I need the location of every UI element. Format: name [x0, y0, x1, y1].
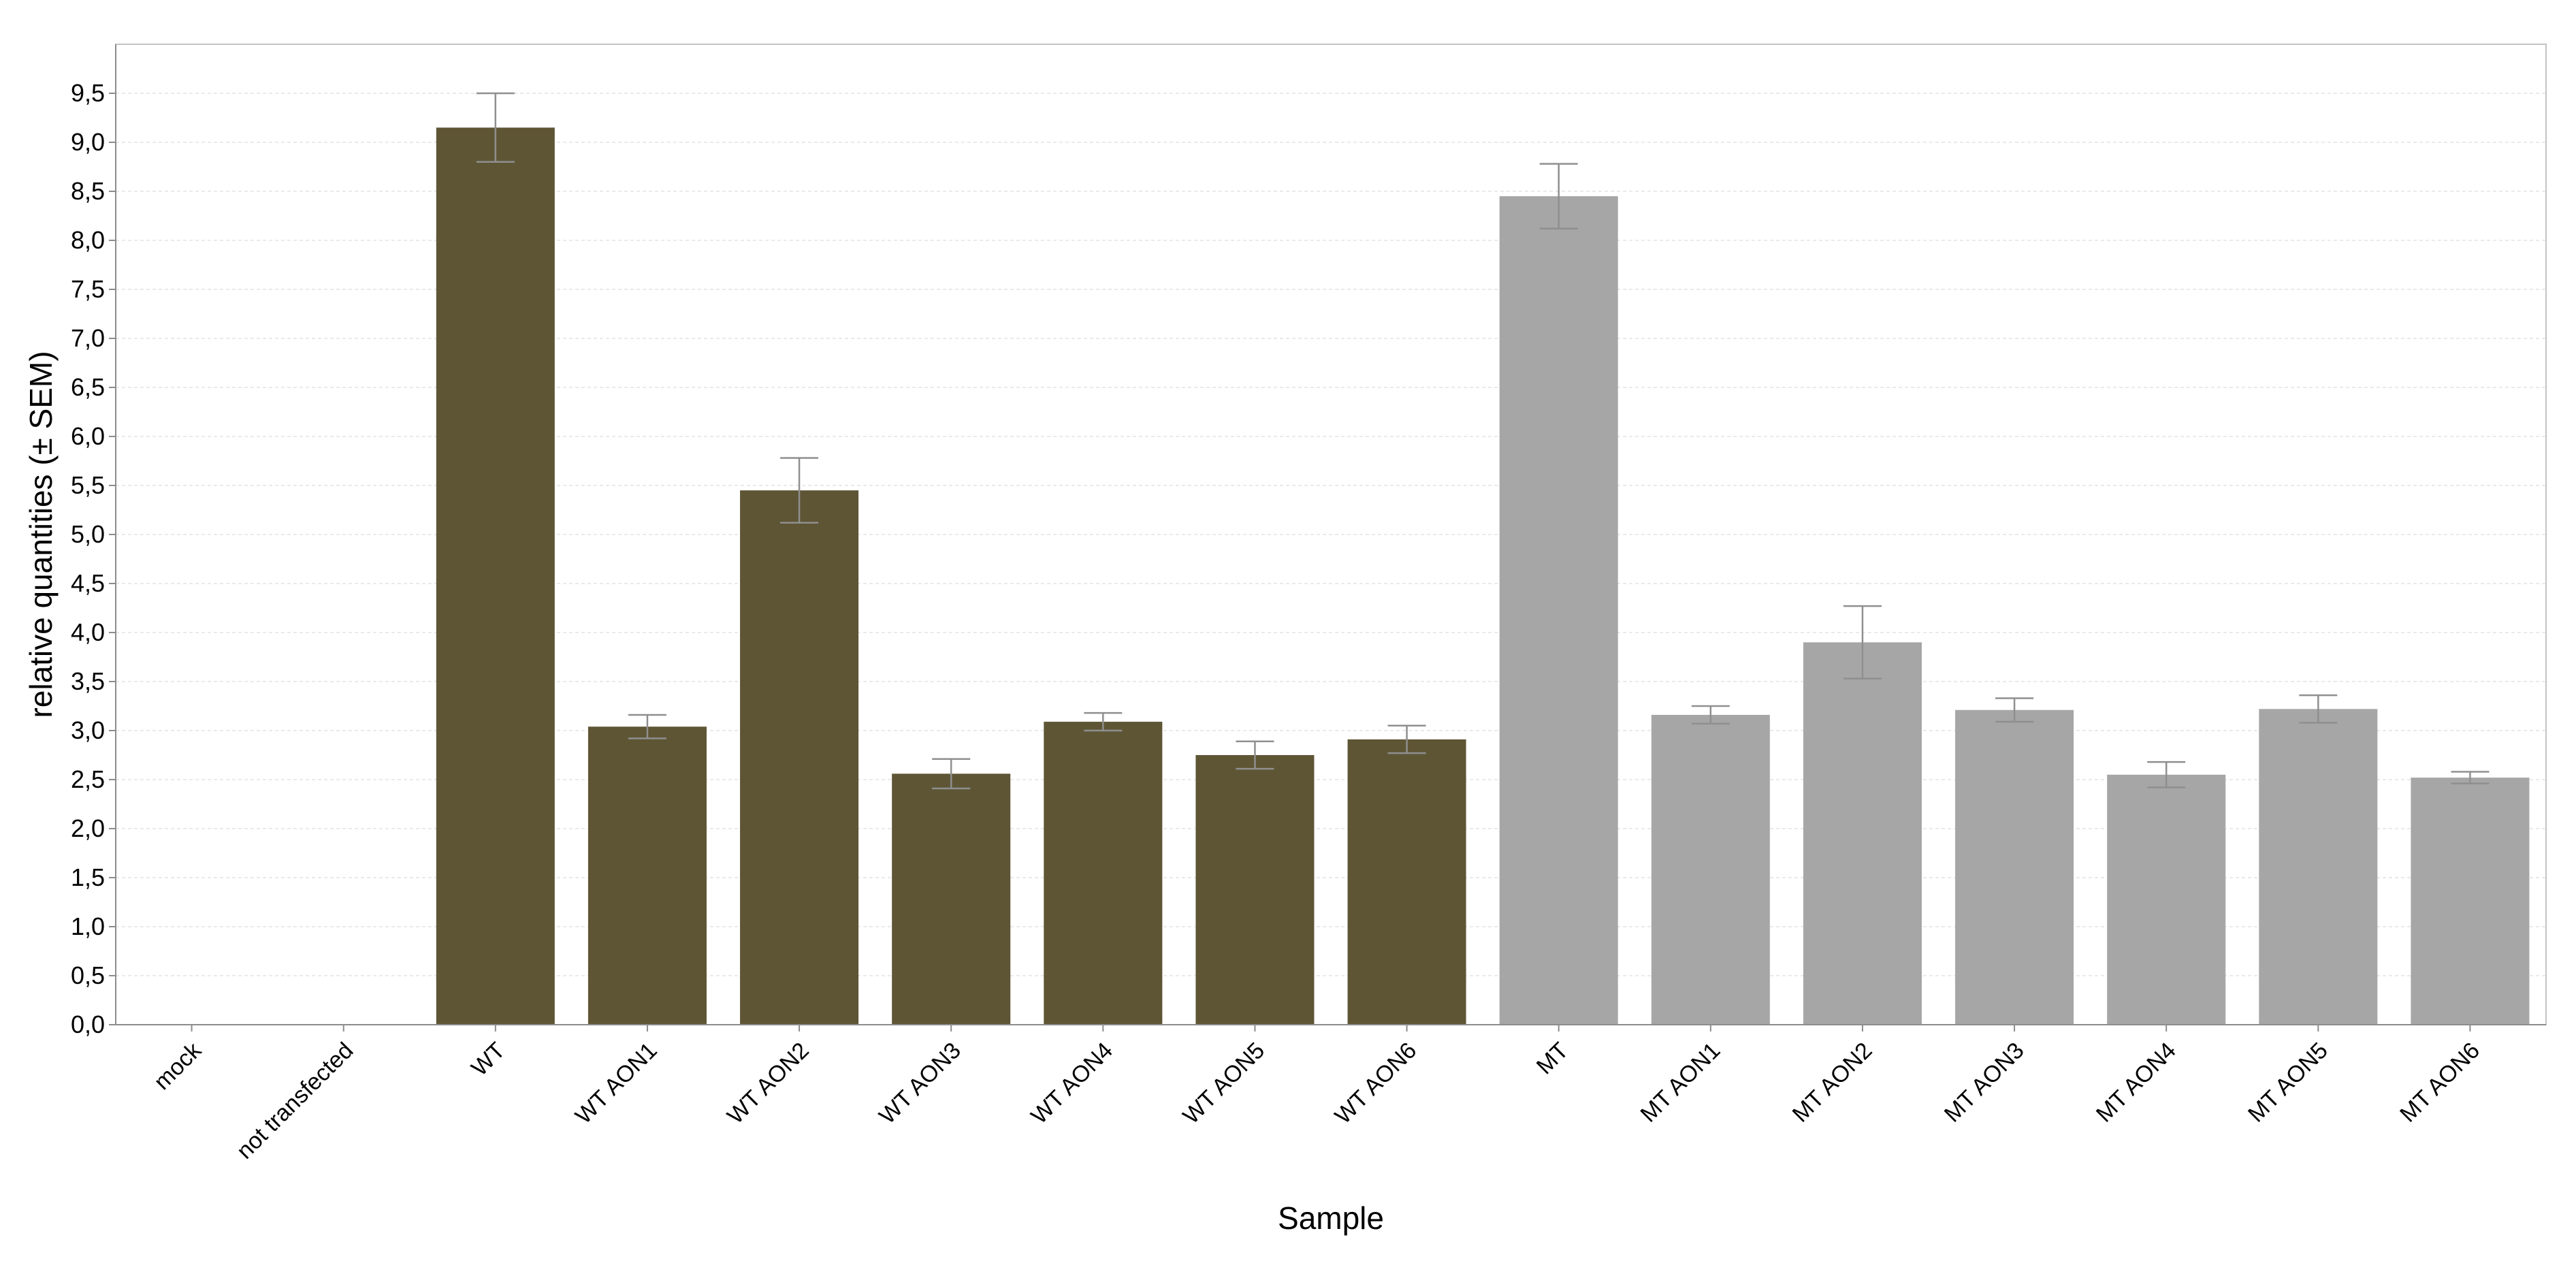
x-tick-label: WT AON1	[570, 1038, 662, 1130]
bar	[1499, 196, 1618, 1025]
y-tick-label: 3,5	[71, 667, 105, 695]
y-tick-label: 6,5	[71, 373, 105, 401]
x-tick-label: MT AON1	[1635, 1038, 1725, 1128]
y-tick-label: 2,0	[71, 814, 105, 842]
y-tick-label: 2,5	[71, 765, 105, 793]
bar	[740, 490, 859, 1025]
x-tick-label: MT AON3	[1939, 1038, 2029, 1128]
y-axis-ticks: 0,0 0,5 1,0 1,5 2,0 2,5 3,0 3,5 4,0 4,5 5,0 5,5 6,0 6…	[71, 79, 116, 1038]
error-bar	[1691, 705, 1730, 725]
error-bar	[2451, 771, 2490, 785]
error-bar	[1387, 724, 1426, 754]
x-tick-label: MT AON4	[2091, 1038, 2181, 1128]
error-bars	[476, 92, 2490, 790]
x-tick-label: WT AON5	[1178, 1038, 1270, 1130]
x-tick-label: MT	[1532, 1038, 1574, 1080]
error-bar	[1995, 697, 2034, 723]
y-tick-label: 7,5	[71, 275, 105, 303]
error-bar	[932, 758, 971, 790]
x-tick-label: WT AON2	[722, 1038, 814, 1130]
x-axis-ticks: mock not transfected WT WT AON1 WT AON2 WT AO…	[149, 1025, 2485, 1164]
x-axis-title: Sample	[1278, 1200, 1384, 1236]
y-tick-label: 7,0	[71, 324, 105, 352]
bar	[2107, 774, 2226, 1025]
y-axis-title: relative quantities (± SEM)	[23, 351, 59, 718]
y-tick-label: 9,5	[71, 79, 105, 107]
y-tick-label: 4,0	[71, 618, 105, 646]
error-bar	[2299, 694, 2338, 724]
x-tick-label: mock	[149, 1037, 207, 1095]
error-bar	[1236, 740, 1274, 770]
y-tick-label: 1,0	[71, 912, 105, 940]
error-bar	[780, 457, 819, 524]
bar	[1803, 642, 1922, 1025]
bar	[2259, 709, 2378, 1025]
bars	[436, 127, 2530, 1025]
error-bar	[1084, 712, 1123, 732]
bar	[892, 773, 1011, 1025]
x-tick-label: MT AON5	[2243, 1038, 2333, 1128]
y-tick-label: 5,5	[71, 471, 105, 499]
y-tick-label: 8,5	[71, 177, 105, 205]
y-tick-label: 4,5	[71, 569, 105, 597]
error-bar	[628, 714, 666, 739]
y-tick-label: 6,0	[71, 422, 105, 450]
x-tick-label: WT AON6	[1330, 1038, 1422, 1130]
x-tick-label: WT AON4	[1026, 1038, 1118, 1130]
bar	[1195, 755, 1315, 1025]
bar	[436, 127, 555, 1025]
bar	[1955, 709, 2074, 1025]
bar	[2411, 778, 2530, 1025]
bar	[587, 726, 707, 1025]
x-tick-label: MT AON6	[2395, 1038, 2485, 1128]
y-tick-label: 5,0	[71, 520, 105, 548]
y-tick-label: 9,0	[71, 128, 105, 156]
y-tick-label: 8,0	[71, 226, 105, 254]
error-bar	[1843, 605, 1882, 680]
x-tick-label: MT AON2	[1788, 1038, 1878, 1128]
bar	[1044, 722, 1163, 1025]
x-tick-label: WT AON3	[874, 1038, 966, 1130]
error-bar	[1539, 163, 1578, 229]
y-tick-label: 0,0	[71, 1010, 105, 1038]
x-tick-label: WT	[466, 1038, 510, 1081]
bar	[1651, 714, 1770, 1025]
error-bar	[2147, 761, 2186, 788]
x-tick-label: not transfected	[231, 1038, 358, 1164]
bar	[1347, 739, 1466, 1025]
y-tick-label: 0,5	[71, 961, 105, 989]
error-bar	[476, 92, 515, 163]
y-tick-label: 3,0	[71, 716, 105, 744]
y-tick-label: 1,5	[71, 863, 105, 891]
